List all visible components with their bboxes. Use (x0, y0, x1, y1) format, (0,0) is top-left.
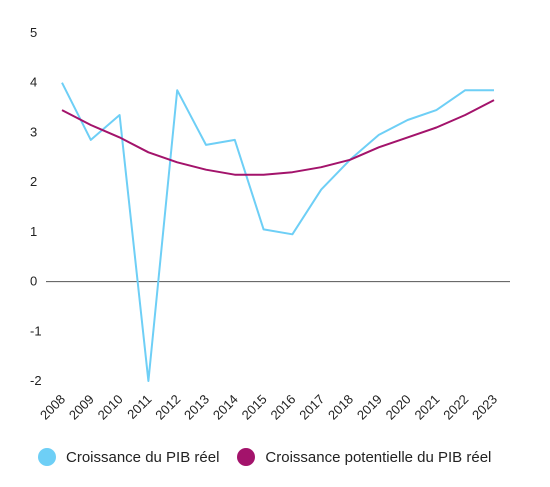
series-line-1 (61, 99, 495, 176)
x-tick-label: 2020 (383, 392, 414, 423)
x-tick-label: 2023 (469, 392, 500, 423)
x-axis: 2008200920102011201220132014201520162017… (37, 392, 500, 423)
data-point-series-1[interactable] (145, 149, 151, 155)
series-line-0 (61, 82, 494, 382)
data-point-series-0[interactable] (88, 137, 94, 143)
data-point-series-1[interactable] (491, 97, 497, 103)
data-point-series-1[interactable] (117, 134, 123, 140)
legend-label-pib-potentiel: Croissance potentielle du PIB réel (265, 448, 492, 466)
data-point-series-1[interactable] (376, 144, 382, 150)
data-point-series-0[interactable] (405, 117, 411, 123)
data-point-series-0[interactable] (433, 107, 439, 113)
y-tick-label: 0 (30, 274, 37, 289)
y-tick-label: -1 (30, 323, 42, 338)
data-point-series-0[interactable] (232, 137, 238, 143)
y-tick-label: 1 (30, 224, 37, 239)
x-tick-label: 2011 (124, 392, 154, 422)
x-tick-label: 2021 (411, 392, 442, 423)
legend-swatch-pib-potentiel (237, 448, 256, 466)
y-tick-label: 4 (30, 75, 37, 90)
legend: Croissance du PIB réel Croissance potent… (38, 448, 491, 466)
data-point-series-1[interactable] (289, 169, 295, 175)
x-tick-label: 2009 (66, 392, 97, 423)
x-tick-label: 2010 (95, 392, 126, 423)
y-axis: 5 4 3 2 1 0 -1 -2 (30, 25, 42, 388)
data-point-series-1[interactable] (347, 157, 353, 163)
x-tick-label: 2017 (296, 392, 327, 423)
x-tick-label: 2013 (181, 392, 212, 423)
data-point-series-0[interactable] (491, 87, 497, 93)
x-tick-label: 2015 (239, 392, 270, 423)
series-layer (59, 80, 497, 384)
data-point-series-1[interactable] (174, 159, 180, 165)
x-tick-label: 2022 (440, 392, 471, 423)
y-tick-label: -2 (30, 373, 42, 388)
data-point-series-0[interactable] (117, 112, 123, 118)
data-point-series-1[interactable] (232, 172, 238, 178)
legend-item-pib-reel[interactable]: Croissance du PIB réel (38, 448, 219, 466)
data-point-series-0[interactable] (174, 87, 180, 93)
legend-item-pib-potentiel[interactable]: Croissance potentielle du PIB réel (237, 448, 491, 466)
data-point-series-1[interactable] (59, 107, 65, 113)
x-tick-label: 2008 (37, 392, 68, 423)
data-point-series-0[interactable] (261, 226, 267, 232)
data-point-series-1[interactable] (261, 172, 267, 178)
data-point-series-1[interactable] (88, 122, 94, 128)
legend-label-pib-reel: Croissance du PIB réel (66, 448, 220, 466)
x-tick-label: 2014 (210, 392, 241, 423)
y-tick-label: 3 (30, 124, 37, 139)
data-point-series-1[interactable] (433, 124, 439, 130)
data-point-series-0[interactable] (376, 132, 382, 138)
legend-swatch-pib-reel (38, 448, 56, 466)
data-point-series-1[interactable] (203, 167, 209, 173)
data-point-series-1[interactable] (462, 112, 468, 118)
data-point-series-1[interactable] (318, 164, 324, 170)
data-point-series-0[interactable] (145, 378, 151, 384)
data-point-series-0[interactable] (289, 231, 295, 237)
x-tick-label: 2012 (152, 392, 183, 423)
data-point-series-0[interactable] (203, 142, 209, 148)
x-tick-label: 2016 (267, 392, 298, 423)
x-tick-label: 2019 (354, 392, 385, 423)
data-point-series-0[interactable] (318, 187, 324, 193)
data-point-series-0[interactable] (462, 87, 468, 93)
data-point-series-0[interactable] (59, 80, 65, 86)
y-tick-label: 2 (30, 174, 37, 189)
y-tick-label: 5 (30, 25, 37, 40)
x-tick-label: 2018 (325, 392, 356, 423)
data-point-series-1[interactable] (405, 134, 411, 140)
